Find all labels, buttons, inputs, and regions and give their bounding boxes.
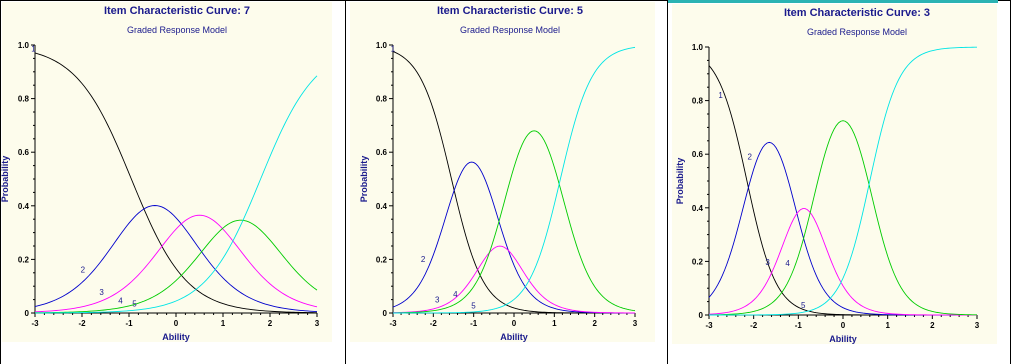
y-tick-label: 0.4 — [376, 202, 388, 211]
chart-panel-3: Item Characteristic Curve: 3 Graded Respo… — [672, 4, 997, 344]
y-tick-label: 0.6 — [376, 148, 388, 157]
y-tick-label: 1.0 — [376, 41, 388, 50]
y-axis-label: Probability — [0, 156, 10, 203]
accent-line — [668, 0, 998, 3]
chart-subtitle: Graded Response Model — [460, 25, 560, 35]
x-tick-label: 0 — [174, 319, 179, 328]
y-tick-label: 0 — [699, 311, 704, 320]
chart-background — [2, 2, 332, 342]
curve-label-2: 2 — [747, 153, 752, 162]
y-tick-label: 1.0 — [692, 43, 704, 52]
curve-label-4: 4 — [453, 290, 458, 299]
x-tick-label: -3 — [31, 319, 39, 328]
x-axis-label: Ability — [829, 334, 857, 344]
curve-label-4: 4 — [118, 296, 123, 305]
curve-category-3 — [708, 208, 977, 316]
curve-category-4 — [708, 120, 978, 316]
x-tick-label: -1 — [795, 321, 803, 330]
x-tick-label: -1 — [470, 319, 478, 328]
curve-category-3 — [34, 214, 318, 313]
y-tick-label: 0 — [25, 309, 30, 318]
curve-label-3: 3 — [765, 258, 770, 267]
curve-label-4: 4 — [785, 259, 790, 268]
curve-label-3: 3 — [99, 288, 104, 297]
x-tick-label: 2 — [268, 319, 273, 328]
y-tick-label: 0.8 — [18, 95, 30, 104]
x-axis-label: Ability — [500, 332, 528, 342]
chart-panel-2: Item Characteristic Curve: 5 Graded Respo… — [350, 2, 655, 342]
curve-label-5: 5 — [471, 301, 476, 310]
curve-label-2: 2 — [421, 255, 426, 264]
curve-category-4 — [34, 219, 318, 314]
x-tick-label: 3 — [315, 319, 320, 328]
y-tick-label: 0.6 — [18, 148, 30, 157]
chart-subtitle: Graded Response Model — [127, 25, 227, 35]
curve-category-5 — [35, 75, 318, 314]
x-tick-label: 2 — [930, 321, 935, 330]
y-tick-label: 0.4 — [18, 202, 30, 211]
x-tick-label: 2 — [592, 319, 597, 328]
chart-1: Item Characteristic Curve: 7 Graded Respo… — [0, 2, 332, 342]
y-tick-label: 0.2 — [376, 255, 388, 264]
x-axis-label: Ability — [162, 332, 190, 342]
table-cell-2 — [346, 0, 668, 364]
chart-3: Item Characteristic Curve: 3 Graded Respo… — [672, 4, 997, 344]
table-cell-1 — [0, 0, 346, 364]
x-tick-label: 1 — [221, 319, 226, 328]
curve-label-1: 1 — [31, 44, 36, 53]
x-tick-label: 0 — [841, 321, 846, 330]
y-tick-label: 0 — [383, 309, 388, 318]
curve-label-2: 2 — [81, 265, 86, 274]
chart-subtitle: Graded Response Model — [807, 27, 907, 37]
chart-2: Item Characteristic Curve: 5 Graded Respo… — [350, 2, 655, 342]
x-tick-label: 3 — [633, 319, 638, 328]
y-axis-label: Probability — [675, 158, 685, 205]
x-tick-label: 0 — [512, 319, 517, 328]
x-tick-label: 1 — [552, 319, 557, 328]
chart-title: Item Characteristic Curve: 5 — [437, 5, 583, 17]
chart-title: Item Characteristic Curve: 7 — [104, 5, 250, 17]
x-tick-label: -2 — [430, 319, 438, 328]
chart-panel-1: Item Characteristic Curve: 7 Graded Respo… — [0, 2, 332, 342]
x-tick-label: 1 — [885, 321, 890, 330]
x-tick-label: -2 — [750, 321, 758, 330]
curve-category-1 — [34, 52, 318, 314]
x-tick-label: -3 — [389, 319, 397, 328]
x-tick-label: -2 — [78, 319, 86, 328]
y-tick-label: 0.8 — [692, 97, 704, 106]
y-tick-label: 0.4 — [692, 204, 704, 213]
curve-label-3: 3 — [435, 295, 440, 304]
curve-category-4 — [392, 130, 636, 314]
table-top-border — [0, 0, 1011, 1]
y-tick-label: 0.6 — [692, 150, 704, 159]
y-tick-label: 1.0 — [18, 41, 30, 50]
curve-label-5: 5 — [801, 301, 806, 310]
y-axis-label: Probability — [359, 156, 369, 203]
x-tick-label: -1 — [125, 319, 133, 328]
curve-label-5: 5 — [132, 300, 137, 309]
curve-category-5 — [708, 46, 978, 316]
chart-background — [672, 4, 997, 344]
x-tick-label: 3 — [975, 321, 980, 330]
curve-label-1: 1 — [391, 44, 396, 53]
curve-label-1: 1 — [718, 91, 723, 100]
x-tick-label: -3 — [705, 321, 713, 330]
y-tick-label: 0.2 — [18, 255, 30, 264]
curve-category-2 — [34, 205, 318, 313]
chart-background — [350, 2, 655, 342]
y-tick-label: 0.2 — [692, 257, 704, 266]
y-tick-label: 0.8 — [376, 95, 388, 104]
curve-category-5 — [393, 46, 636, 314]
curve-category-3 — [392, 245, 635, 314]
chart-title: Item Characteristic Curve: 3 — [784, 7, 930, 19]
